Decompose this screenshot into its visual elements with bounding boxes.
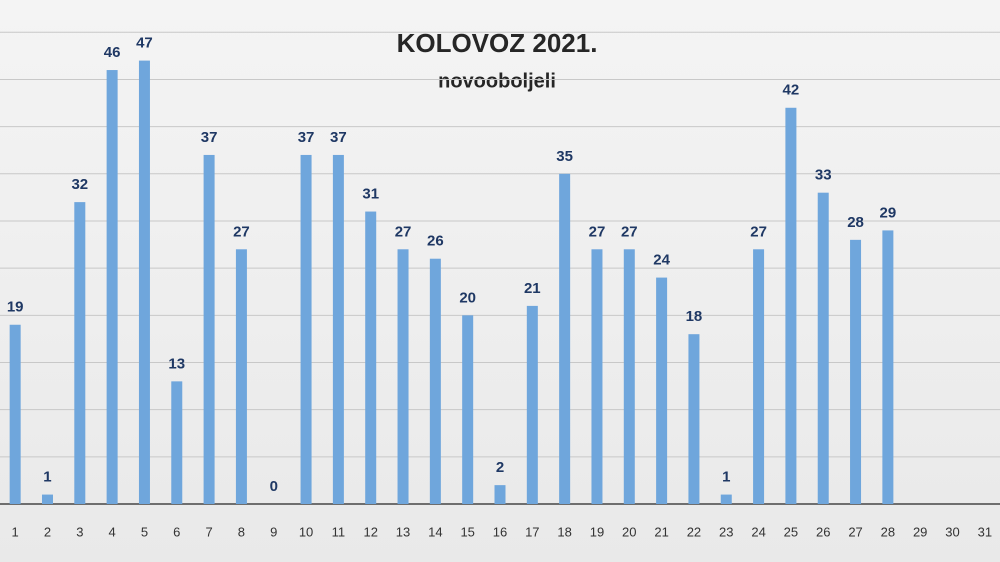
x-tick-label: 15 [460, 524, 474, 539]
value-label: 37 [201, 129, 218, 146]
x-tick-label: 30 [945, 524, 959, 539]
x-tick-label: 2 [44, 524, 51, 539]
value-label: 26 [427, 233, 444, 250]
x-tick-label: 19 [590, 524, 604, 539]
bar [462, 315, 474, 504]
value-label: 33 [815, 167, 832, 184]
value-label: 47 [136, 35, 153, 52]
x-tick-label: 6 [173, 524, 180, 539]
value-label: 35 [556, 148, 573, 165]
x-tick-label: 29 [913, 524, 927, 539]
x-tick-label: 4 [109, 524, 116, 539]
value-label: 27 [621, 223, 638, 240]
bar [623, 249, 635, 504]
bar [235, 249, 247, 504]
bar [74, 202, 86, 504]
bar [9, 324, 21, 504]
x-tick-label: 24 [751, 524, 765, 539]
bar [203, 154, 215, 504]
bar [138, 60, 150, 505]
x-tick-label: 8 [238, 524, 245, 539]
chart-subtitle: novooboljeli [438, 70, 556, 92]
value-label: 27 [233, 223, 250, 240]
value-label: 31 [362, 186, 379, 203]
x-tick-label: 22 [687, 524, 701, 539]
x-tick-label: 1 [12, 524, 19, 539]
x-tick-label: 26 [816, 524, 830, 539]
bar [106, 70, 118, 505]
x-tick-label: 9 [270, 524, 277, 539]
value-label: 0 [270, 478, 278, 495]
value-label: 27 [750, 223, 767, 240]
x-tick-label: 20 [622, 524, 636, 539]
bar [41, 494, 53, 504]
value-label: 18 [686, 308, 703, 325]
bar [656, 277, 668, 504]
value-label: 27 [589, 223, 606, 240]
bar [494, 485, 506, 504]
x-tick-label: 23 [719, 524, 733, 539]
bar [591, 249, 603, 504]
value-label: 2 [496, 459, 504, 476]
bar [850, 239, 862, 504]
value-label: 42 [783, 82, 800, 99]
value-label: 1 [43, 469, 51, 486]
bar [429, 258, 441, 504]
x-tick-label: 25 [784, 524, 798, 539]
x-tick-label: 27 [848, 524, 862, 539]
bar [753, 249, 765, 504]
value-label: 29 [880, 204, 897, 221]
bar [397, 249, 409, 504]
bar [332, 154, 344, 504]
value-label: 27 [395, 223, 412, 240]
bar [559, 173, 571, 504]
value-label: 24 [653, 252, 670, 269]
bar [171, 381, 183, 504]
x-tick-label: 11 [332, 524, 346, 539]
value-label: 37 [330, 129, 347, 146]
x-tick-label: 18 [557, 524, 571, 539]
x-tick-label: 10 [299, 524, 313, 539]
x-tick-label: 21 [654, 524, 668, 539]
x-tick-label: 17 [525, 524, 539, 539]
bar [300, 154, 312, 504]
x-tick-label: 31 [978, 524, 992, 539]
bar [817, 192, 829, 504]
value-label: 21 [524, 280, 541, 297]
bar [365, 211, 377, 504]
value-label: 32 [71, 176, 88, 193]
chart-title: KOLOVOZ 2021. [397, 28, 598, 58]
x-tick-label: 14 [428, 524, 442, 539]
x-tick-label: 13 [396, 524, 410, 539]
value-label: 19 [7, 299, 24, 316]
x-tick-label: 5 [141, 524, 148, 539]
value-label: 28 [847, 214, 864, 231]
value-label: 20 [459, 289, 476, 306]
x-tick-label: 28 [881, 524, 895, 539]
bar [720, 494, 732, 504]
value-label: 13 [168, 355, 185, 372]
bar [882, 230, 894, 504]
x-tick-label: 7 [205, 524, 212, 539]
bar [785, 107, 797, 504]
x-tick-label: 3 [76, 524, 83, 539]
bar [526, 305, 538, 504]
value-label: 1 [722, 469, 730, 486]
x-tick-label: 16 [493, 524, 507, 539]
value-label: 46 [104, 44, 121, 61]
value-label: 37 [298, 129, 315, 146]
bar [688, 334, 700, 504]
x-tick-label: 12 [363, 524, 377, 539]
